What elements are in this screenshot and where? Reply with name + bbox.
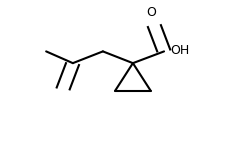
Text: O: O <box>146 6 156 19</box>
Text: OH: OH <box>170 43 189 56</box>
